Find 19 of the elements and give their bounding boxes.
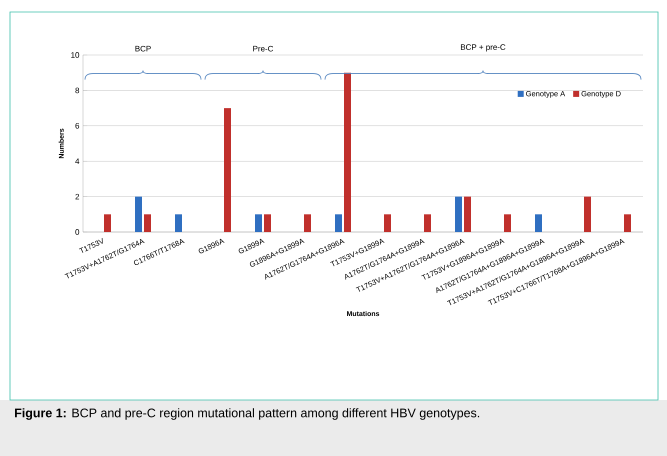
bar: [624, 214, 632, 232]
text: Figure 1: BCP and pre-C region mutational pattern among different HBV genotypes.: [15, 408, 480, 420]
bar: [424, 214, 431, 232]
bar: [224, 108, 231, 232]
bar: [384, 214, 391, 232]
bar: [535, 214, 542, 232]
bar: [335, 214, 342, 232]
bar: [304, 214, 311, 232]
bar: [144, 214, 151, 232]
bar: [135, 196, 142, 232]
bar: [464, 196, 472, 232]
bar: [584, 196, 592, 232]
bar: [175, 214, 182, 232]
bar: [504, 214, 512, 232]
bar: [104, 214, 111, 232]
bar: [264, 214, 271, 232]
bar: [255, 214, 262, 232]
bar: [455, 196, 462, 232]
bar: [344, 72, 351, 232]
